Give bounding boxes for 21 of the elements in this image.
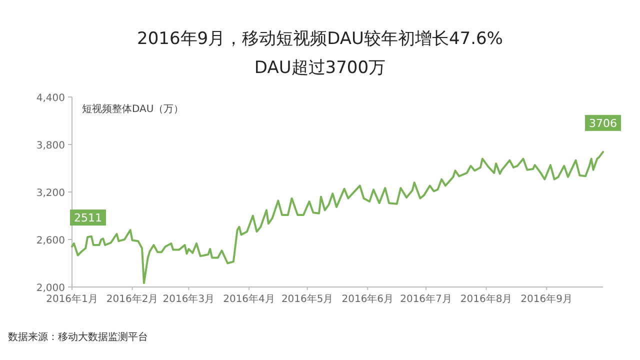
chart-subtitle: DAU超过3700万 [254, 58, 386, 78]
y-tick-label: 2,000 [36, 283, 65, 294]
data-label: 3706 [589, 116, 617, 130]
y-tick-label: 2,600 [36, 236, 65, 246]
y-tick-label: 3,800 [36, 140, 65, 152]
x-tick-label: 2016年7月 [400, 293, 452, 305]
x-tick-label: 2016年3月 [162, 293, 215, 305]
line-series [71, 150, 604, 284]
y-tick-label: 3,200 [36, 188, 65, 199]
x-tick-label: 2016年8月 [460, 293, 512, 305]
x-tick-label: 2016年4月 [223, 293, 275, 305]
y-tick-label: 4,400 [36, 93, 65, 104]
y-axis-title: 短视频整体DAU（万） [82, 103, 184, 115]
data-label: 2511 [74, 212, 102, 225]
source-note: 数据来源：移动大数据监测平台 [8, 331, 148, 343]
chart-title: 2016年9月，移动短视频DAU较年初增长47.6% [137, 29, 503, 49]
x-tick-label: 2016年1月 [46, 293, 98, 305]
x-tick-label: 2016年5月 [281, 293, 334, 305]
x-tick-label: 2016年2月 [106, 293, 158, 305]
x-tick-label: 2016年6月 [342, 293, 394, 305]
x-tick-label: 2016年9月 [520, 293, 572, 305]
